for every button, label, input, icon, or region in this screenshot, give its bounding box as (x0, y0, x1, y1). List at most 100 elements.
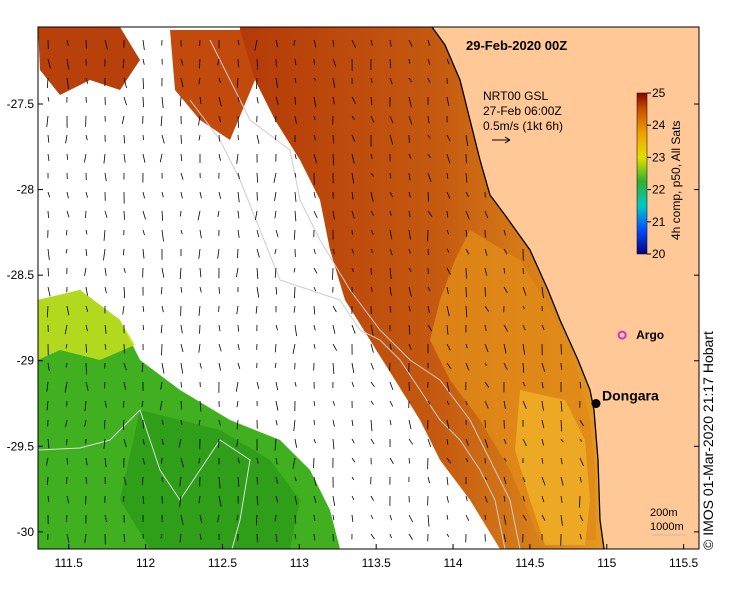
current-arrow (85, 305, 89, 313)
current-arrow (159, 153, 163, 163)
current-arrow (218, 191, 222, 199)
current-arrow (446, 134, 451, 142)
current-arrow (294, 210, 297, 222)
current-arrow (178, 438, 182, 448)
current-arrow (179, 495, 182, 508)
current-arrow (465, 457, 469, 463)
current-arrow (408, 191, 411, 198)
current-arrow (294, 286, 296, 299)
current-arrow (313, 39, 317, 48)
current-arrow (351, 495, 355, 500)
current-legend-scale: 0.5m/s (1kt 6h) (483, 119, 563, 133)
current-arrow (161, 438, 164, 446)
current-arrow (160, 533, 163, 539)
current-arrow (66, 153, 69, 160)
x-tick-label: 112 (136, 556, 155, 570)
current-arrow (235, 267, 239, 278)
current-arrow (275, 77, 279, 89)
current-arrow (46, 400, 49, 411)
current-arrow (142, 476, 144, 485)
current-arrow (408, 305, 411, 312)
y-tick-label: -29.5 (7, 439, 35, 453)
current-arrow (541, 324, 545, 331)
current-arrow (427, 153, 431, 159)
current-arrow (256, 77, 258, 90)
current-arrow (237, 96, 240, 102)
current-arrow (66, 58, 70, 70)
current-arrow (541, 514, 546, 521)
current-arrow (199, 267, 202, 278)
current-arrow (66, 476, 68, 485)
current-arrow (541, 286, 544, 299)
current-arrow (332, 248, 335, 255)
colorbar-tick-label: 22 (652, 183, 666, 197)
current-arrow (47, 476, 49, 486)
current-arrow (46, 115, 49, 128)
current-arrow (370, 96, 373, 106)
current-arrow (370, 495, 374, 501)
current-arrow (389, 533, 392, 539)
colorbar-tick-label: 21 (652, 215, 666, 229)
x-tick-label: 111.5 (55, 556, 84, 570)
current-arrow (180, 514, 184, 525)
current-arrow (332, 134, 335, 144)
current-arrow (313, 438, 316, 444)
current-arrow (541, 438, 545, 446)
current-arrow (370, 248, 374, 254)
current-arrow (541, 495, 545, 503)
current-arrow (351, 324, 356, 334)
current-arrow (85, 457, 88, 466)
current-arrow (142, 191, 145, 199)
current-arrow (427, 210, 433, 217)
current-arrow (85, 77, 89, 85)
current-arrow (313, 324, 316, 331)
current-arrow (408, 172, 411, 181)
current-arrow (560, 476, 564, 486)
current-arrow (465, 210, 470, 220)
current-arrow (218, 153, 221, 161)
current-arrow (66, 77, 70, 90)
current-arrow (351, 191, 354, 200)
current-arrow (484, 343, 489, 353)
current-arrow (408, 324, 411, 335)
current-arrow (313, 115, 316, 121)
current-arrow (370, 172, 374, 177)
current-arrow (465, 305, 468, 318)
current-arrow (64, 381, 68, 393)
current-arrow (47, 96, 50, 102)
current-arrow (256, 457, 259, 464)
current-arrow (522, 343, 526, 355)
current-arrow (275, 457, 278, 465)
current-arrow (332, 438, 335, 450)
current-arrow (446, 400, 450, 405)
current-arrow (198, 248, 201, 259)
current-arrow (313, 305, 316, 315)
current-arrow (446, 533, 450, 538)
current-arrow (484, 514, 487, 520)
current-arrow (199, 286, 202, 293)
current-arrow (465, 191, 470, 197)
current-arrow (389, 210, 392, 216)
current-arrow (313, 267, 318, 274)
scale-arrow-head (504, 136, 511, 144)
current-arrow (503, 400, 506, 409)
current-arrow (294, 438, 298, 448)
current-arrow (103, 248, 106, 261)
current-arrow (254, 39, 258, 51)
current-arrow (218, 476, 221, 489)
current-vectors (45, 39, 584, 546)
current-arrow (274, 134, 277, 140)
current-arrow (427, 39, 431, 47)
current-arrow (522, 514, 527, 521)
current-arrow (579, 419, 584, 427)
current-arrow (408, 153, 412, 159)
current-arrow (313, 96, 317, 108)
current-arrow (370, 229, 374, 235)
current-arrow (503, 324, 508, 332)
current-arrow (218, 324, 221, 332)
current-arrow (236, 153, 239, 164)
current-arrow (389, 172, 392, 179)
current-arrow (217, 514, 220, 523)
current-arrow (160, 324, 163, 334)
warm-patch-mid (170, 30, 255, 140)
